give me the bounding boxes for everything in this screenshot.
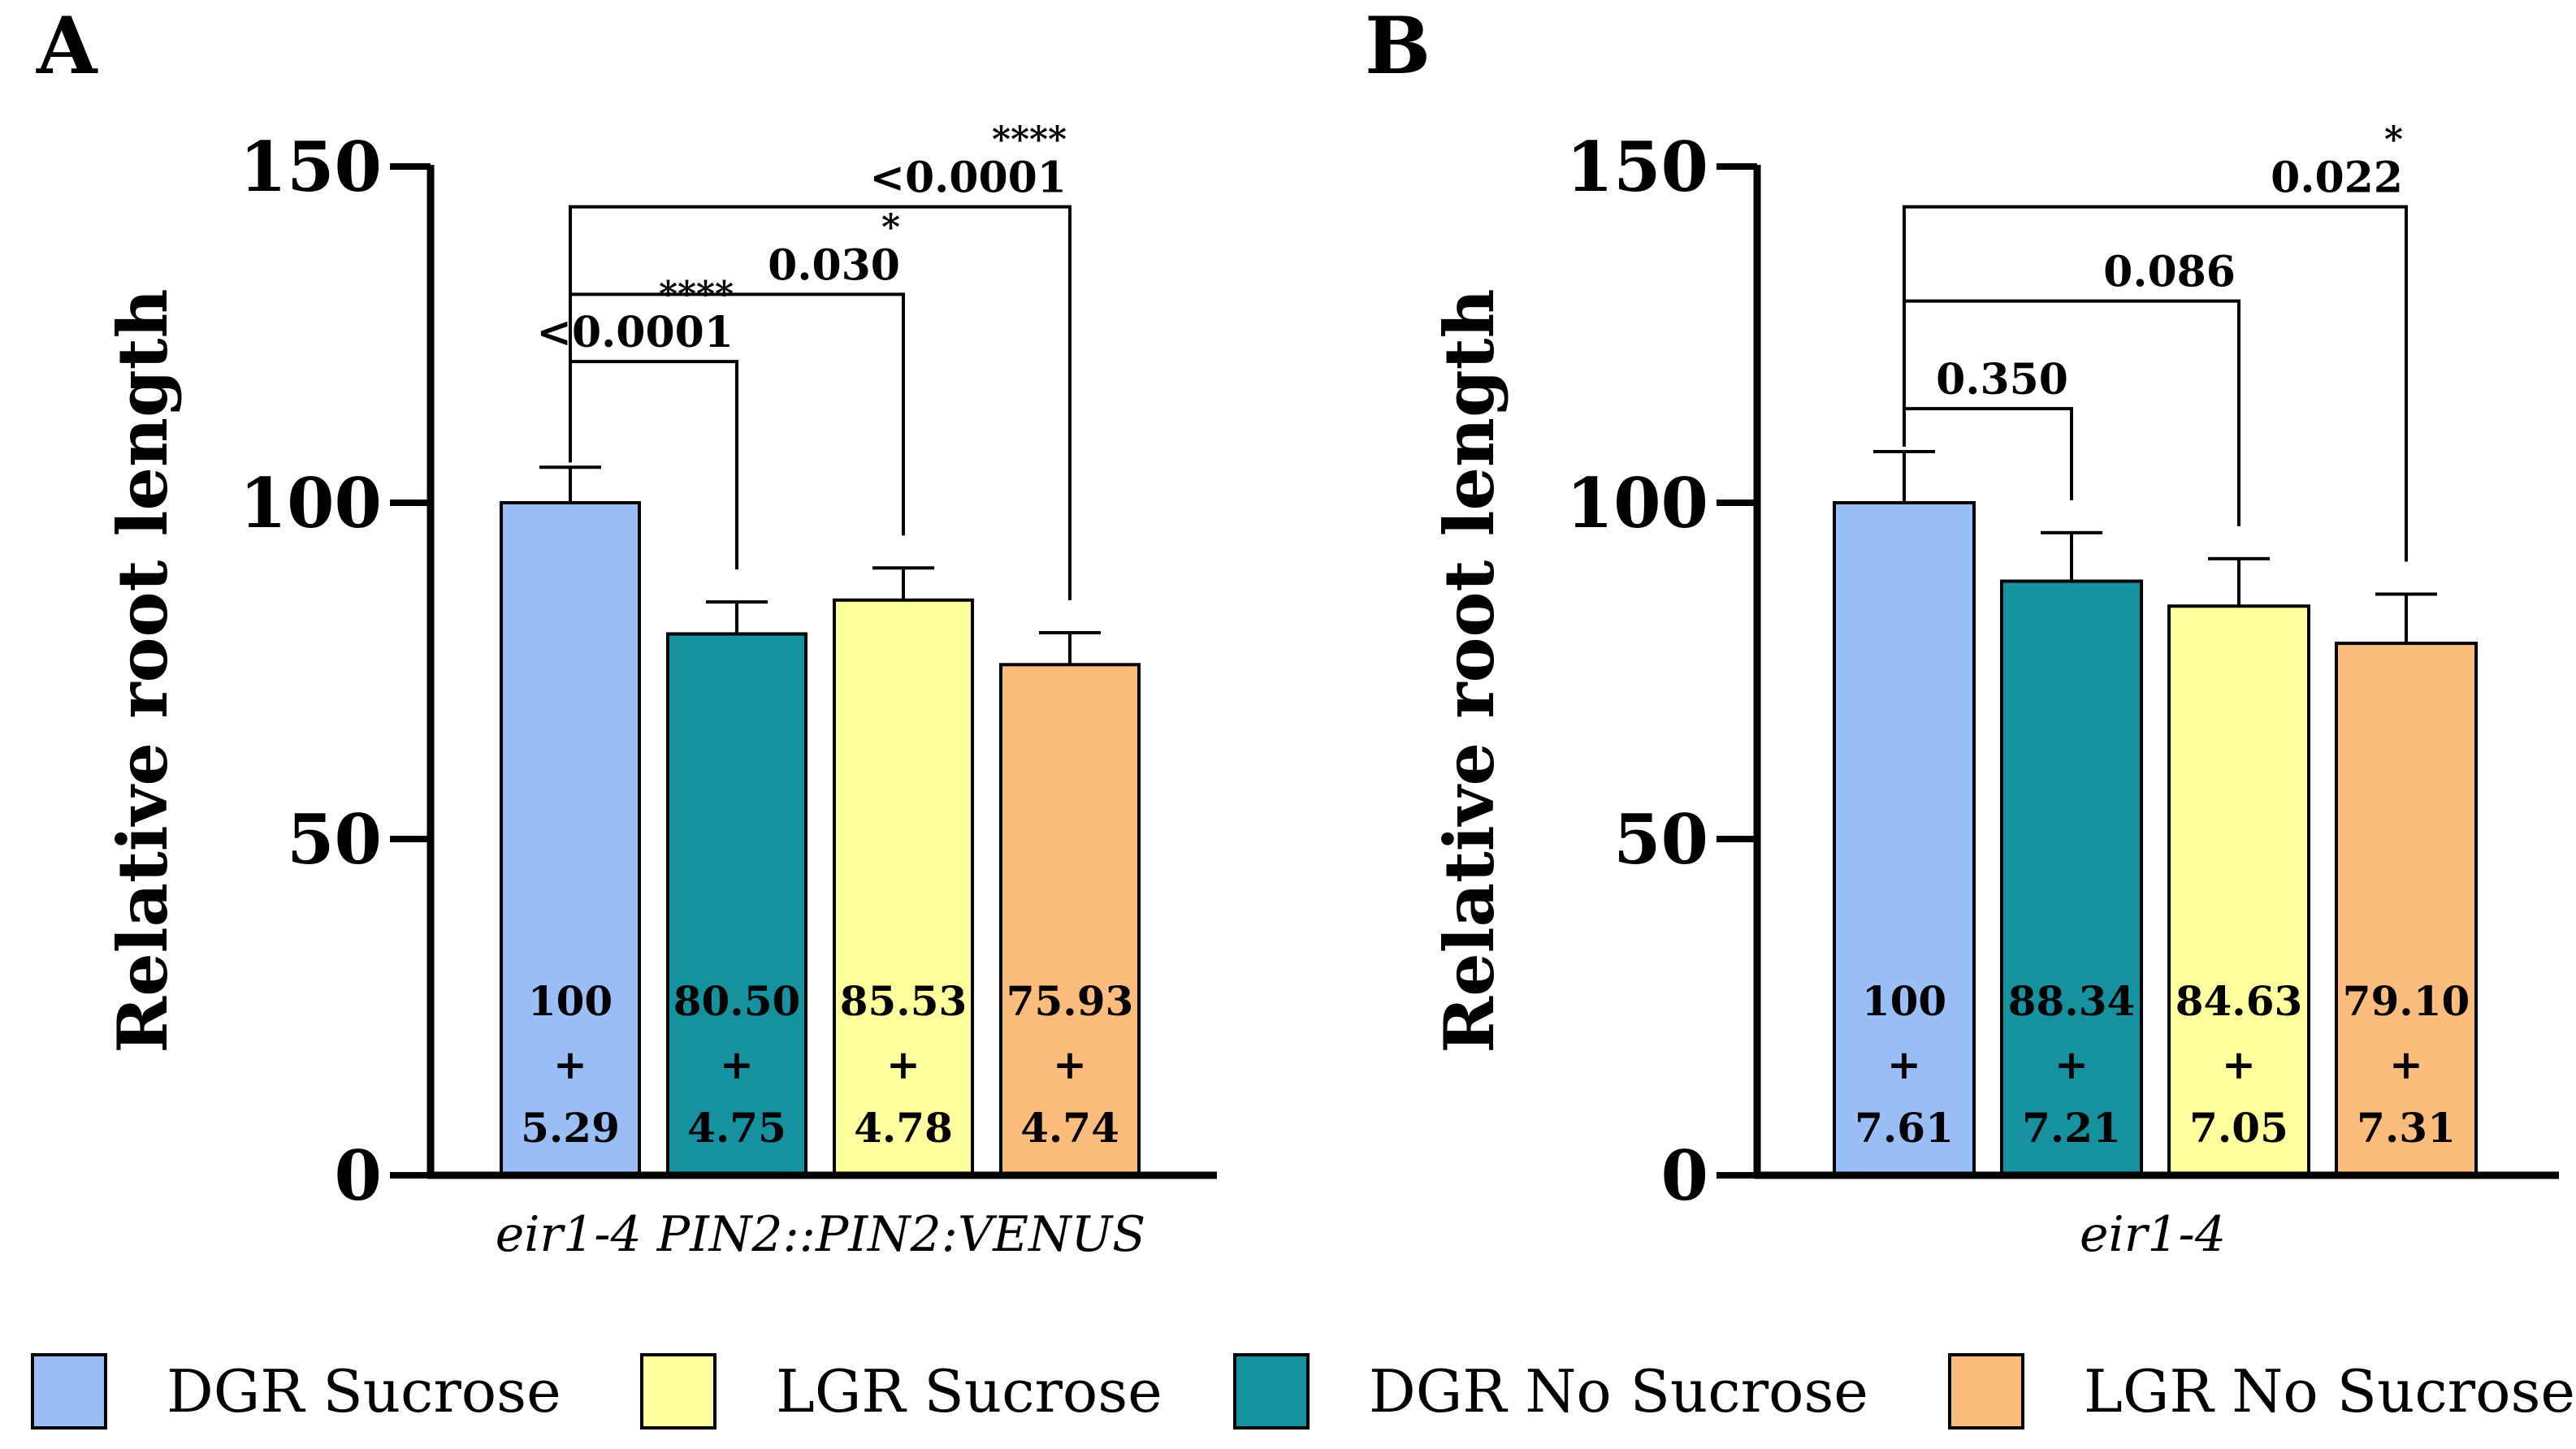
y-tick-label: 150 bbox=[1566, 127, 1708, 207]
data-label-mean: 85.53 bbox=[840, 977, 968, 1025]
significance-stars: **** bbox=[992, 119, 1067, 161]
data-label-pm: + bbox=[886, 1040, 920, 1088]
p-value-label: 0.086 bbox=[2103, 248, 2236, 297]
y-axis-label: Relative root length bbox=[1429, 288, 1509, 1053]
data-label-sd: 7.05 bbox=[2189, 1104, 2288, 1152]
y-tick-label: 0 bbox=[1661, 1135, 1708, 1216]
data-label-pm: + bbox=[2054, 1040, 2089, 1088]
significance-bracket bbox=[1903, 407, 2073, 500]
significance-stars: * bbox=[881, 206, 900, 248]
data-label-mean: 84.63 bbox=[2176, 977, 2303, 1025]
bar bbox=[2167, 604, 2310, 1177]
data-label-sd: 7.21 bbox=[2022, 1104, 2121, 1152]
p-value-label: <0.0001 bbox=[869, 154, 1067, 203]
legend-label: LGR No Sucrose bbox=[2084, 1357, 2575, 1425]
data-label-sd: 5.29 bbox=[521, 1104, 620, 1152]
legend-swatch bbox=[640, 1353, 717, 1430]
y-tick-label: 150 bbox=[240, 127, 382, 207]
x-axis-label: eir1-4 bbox=[2080, 1206, 2226, 1263]
y-axis-label: Relative root length bbox=[102, 288, 183, 1053]
p-value-label: <0.0001 bbox=[536, 308, 734, 357]
data-label-pm: + bbox=[2389, 1040, 2423, 1088]
significance-stars: * bbox=[2384, 119, 2403, 161]
bar bbox=[2000, 579, 2143, 1177]
panel-label: A bbox=[36, 0, 98, 92]
data-label-sd: 4.75 bbox=[687, 1104, 786, 1152]
panel-label: B bbox=[1365, 0, 1431, 92]
significance-bracket bbox=[1903, 205, 2408, 562]
bar bbox=[999, 663, 1141, 1177]
legend-label: LGR Sucrose bbox=[776, 1357, 1162, 1425]
y-tick-label: 100 bbox=[1566, 463, 1708, 543]
bar bbox=[666, 632, 807, 1177]
y-tick-label: 0 bbox=[335, 1135, 382, 1216]
data-label-mean: 75.93 bbox=[1007, 977, 1134, 1025]
significance-bracket bbox=[569, 205, 1072, 601]
data-label-sd: 7.31 bbox=[2357, 1104, 2456, 1152]
data-label-pm: + bbox=[553, 1040, 587, 1088]
legend-label: DGR Sucrose bbox=[167, 1357, 561, 1425]
legend-swatch bbox=[1233, 1353, 1310, 1430]
bar bbox=[833, 598, 974, 1177]
data-label-sd: 7.61 bbox=[1855, 1104, 1954, 1152]
p-value-label: 0.022 bbox=[2271, 154, 2403, 203]
data-label-mean: 88.34 bbox=[2008, 977, 2136, 1025]
p-value-label: 0.030 bbox=[768, 240, 900, 290]
legend-label: DGR No Sucrose bbox=[1369, 1357, 1868, 1425]
y-tick-label: 50 bbox=[287, 799, 382, 880]
data-label-pm: + bbox=[1053, 1040, 1087, 1088]
data-label-sd: 4.74 bbox=[1020, 1104, 1119, 1152]
bar bbox=[2335, 642, 2478, 1177]
data-label-pm: + bbox=[2222, 1040, 2256, 1088]
data-label-mean: 100 bbox=[528, 977, 613, 1025]
data-label-mean: 79.10 bbox=[2343, 977, 2470, 1025]
legend-swatch bbox=[1948, 1353, 2024, 1430]
y-tick-label: 50 bbox=[1613, 799, 1708, 880]
x-axis-label: eir1-4 PIN2::PIN2:VENUS bbox=[496, 1206, 1146, 1263]
legend-swatch bbox=[31, 1353, 107, 1430]
y-tick-label: 100 bbox=[240, 463, 382, 543]
bar bbox=[500, 501, 641, 1177]
bar bbox=[1833, 501, 1976, 1177]
data-label-sd: 4.78 bbox=[854, 1104, 953, 1152]
p-value-label: 0.350 bbox=[1936, 355, 2068, 404]
data-label-pm: + bbox=[720, 1040, 754, 1088]
data-label-mean: 100 bbox=[1862, 977, 1946, 1025]
data-label-pm: + bbox=[1887, 1040, 1921, 1088]
data-label-mean: 80.50 bbox=[673, 977, 801, 1025]
